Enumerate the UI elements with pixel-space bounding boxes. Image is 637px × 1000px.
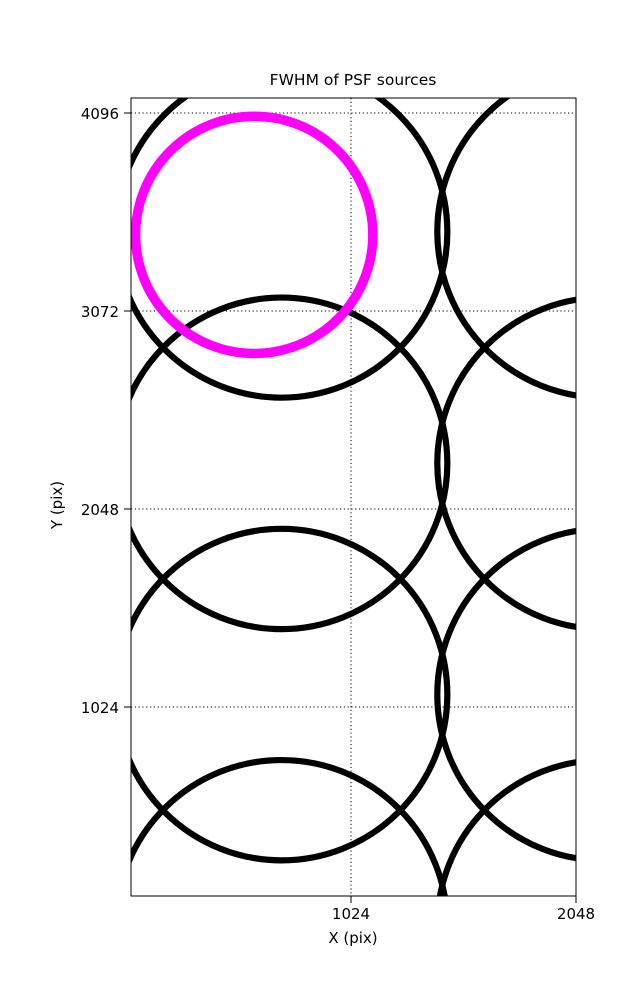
- series-psf-sources: [131, 98, 576, 896]
- psf-source-marker: [131, 98, 451, 401]
- selected-psf-marker: [131, 111, 378, 359]
- y-axis-label: Y (pix): [48, 481, 66, 530]
- x-axis-label: X (pix): [328, 929, 377, 947]
- psf-source-marker: [131, 756, 448, 896]
- y-tick-label-1024: 1024: [81, 699, 119, 717]
- axes-frame: [130, 97, 577, 897]
- psf-source-marker: [434, 98, 576, 399]
- x-tick-labels: 1024 2048: [332, 905, 595, 923]
- y-tick-label-3072: 3072: [81, 303, 119, 321]
- data-series-group: [131, 98, 576, 896]
- psf-source-marker: [131, 294, 451, 633]
- y-tick-label-2048: 2048: [81, 501, 119, 519]
- psf-source-marker: [434, 527, 576, 862]
- y-tick-labels: 4096 3072 2048 1024: [81, 105, 119, 717]
- psf-source-marker: [131, 525, 451, 864]
- psf-source-marker: [434, 296, 576, 631]
- plot-title: FWHM of PSF sources: [270, 71, 437, 89]
- x-tick-label-1024: 1024: [332, 905, 370, 923]
- series-selected-source: [131, 111, 378, 359]
- x-tick-label-2048: 2048: [557, 905, 595, 923]
- axes-background: [131, 98, 576, 896]
- tick-marks: [124, 112, 577, 903]
- y-tick-label-4096: 4096: [81, 105, 119, 123]
